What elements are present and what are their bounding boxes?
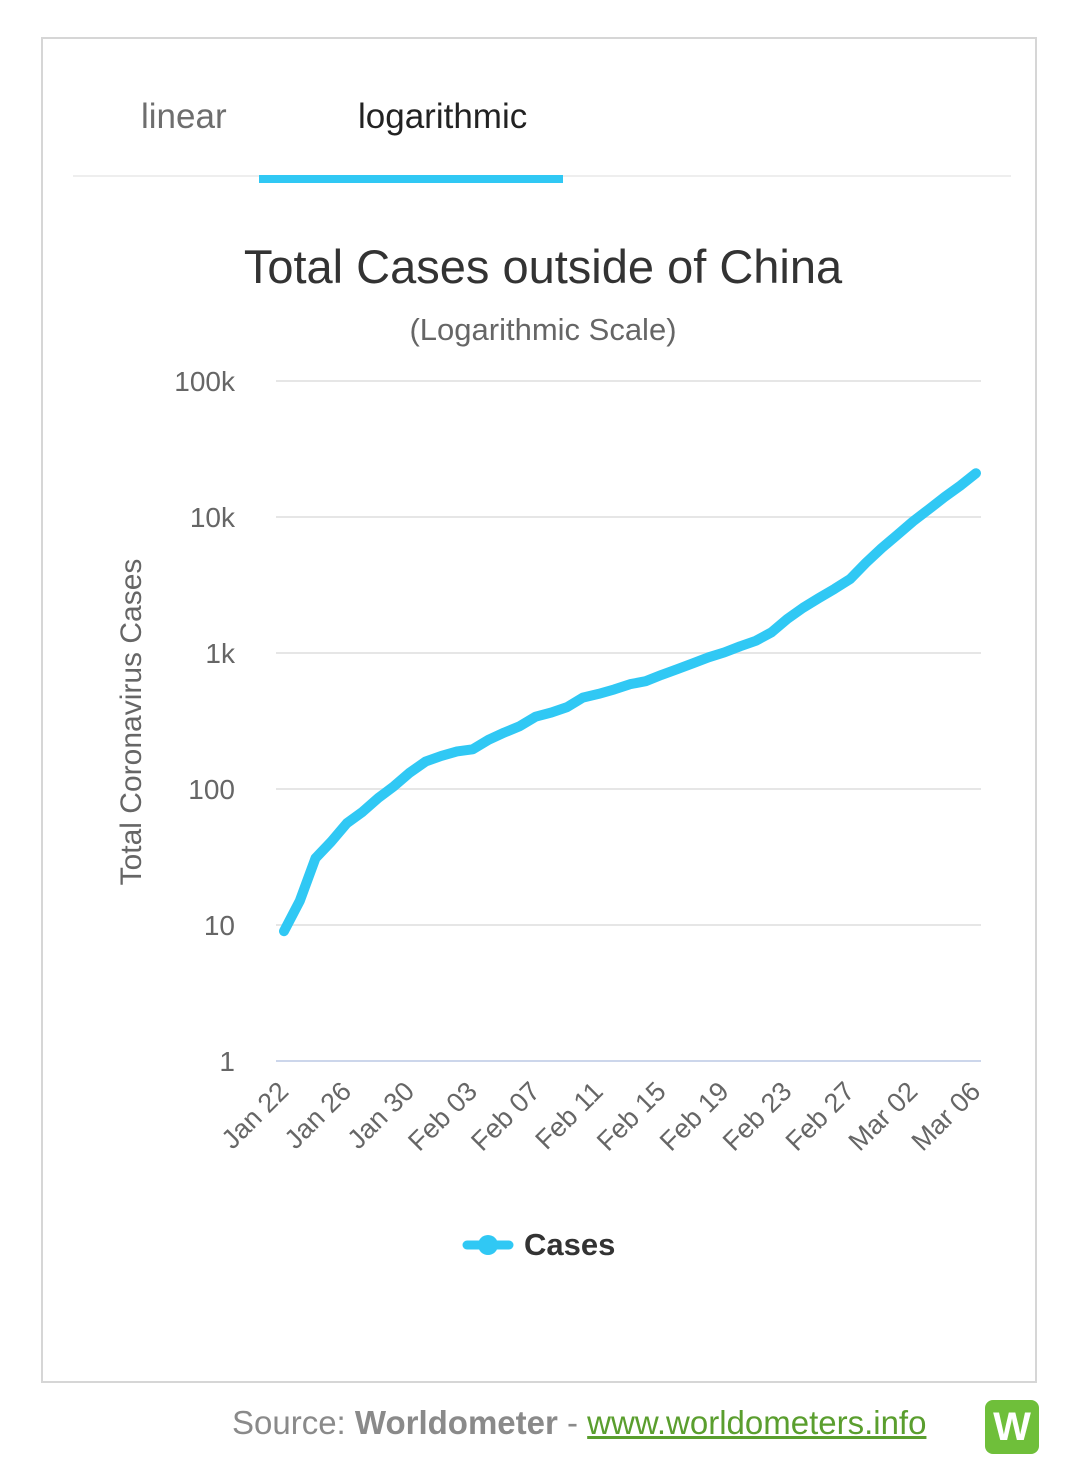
data-point[interactable] — [578, 693, 588, 703]
chart-title: Total Cases outside of China — [244, 240, 843, 293]
data-point[interactable] — [358, 807, 368, 817]
data-point[interactable] — [767, 627, 777, 637]
data-point[interactable] — [295, 896, 305, 906]
chart-card: linear logarithmic Total Cases outside o… — [41, 37, 1037, 1383]
data-point[interactable] — [625, 679, 635, 689]
data-point[interactable] — [861, 558, 871, 568]
y-axis-ticks: 1 10 100 1k 10k 100k — [174, 366, 236, 1077]
x-tick-label: Feb 27 — [780, 1076, 861, 1157]
data-point[interactable] — [845, 574, 855, 584]
y-tick-label: 10k — [190, 502, 236, 533]
active-tab-indicator — [259, 175, 563, 183]
data-point[interactable] — [672, 664, 682, 674]
source-footer: Source: Worldometer - www.worldometers.i… — [232, 1404, 926, 1442]
x-tick-label: Feb 03 — [402, 1076, 483, 1157]
y-tick-label: 1k — [205, 638, 236, 669]
logo-letter: W — [993, 1405, 1031, 1449]
cases-line[interactable] — [279, 468, 981, 937]
y-tick-label: 100k — [174, 366, 236, 397]
y-tick-label: 100 — [188, 774, 235, 805]
x-tick-label: Feb 19 — [654, 1076, 735, 1157]
data-point[interactable] — [452, 746, 462, 756]
data-point[interactable] — [641, 676, 651, 686]
legend-cases-marker — [478, 1235, 498, 1255]
data-point[interactable] — [311, 853, 321, 863]
data-point[interactable] — [515, 721, 525, 731]
x-tick-label: Feb 11 — [530, 1076, 609, 1155]
data-point[interactable] — [735, 641, 745, 651]
data-point[interactable] — [373, 793, 383, 803]
data-point[interactable] — [499, 728, 509, 738]
data-point[interactable] — [704, 652, 714, 662]
data-point[interactable] — [405, 768, 415, 778]
data-point[interactable] — [751, 636, 761, 646]
data-point[interactable] — [531, 712, 541, 722]
source-label: Source: — [232, 1404, 346, 1441]
gridlines — [276, 380, 981, 1062]
y-tick-label: 1 — [219, 1046, 235, 1077]
data-point[interactable] — [908, 516, 918, 526]
y-axis-title: Total Coronavirus Cases — [115, 559, 148, 886]
data-point[interactable] — [877, 543, 887, 553]
tab-logarithmic[interactable]: logarithmic — [358, 97, 528, 136]
x-tick-label: Feb 15 — [591, 1076, 672, 1157]
data-point[interactable] — [436, 751, 446, 761]
data-point[interactable] — [326, 837, 336, 847]
data-point[interactable] — [657, 670, 667, 680]
legend[interactable]: Cases — [462, 1227, 615, 1262]
data-point[interactable] — [924, 504, 934, 514]
y-tick-label: 10 — [204, 910, 235, 941]
data-point[interactable] — [468, 744, 478, 754]
data-point[interactable] — [798, 603, 808, 613]
data-point[interactable] — [955, 481, 965, 491]
data-point[interactable] — [940, 492, 950, 502]
data-point[interactable] — [546, 708, 556, 718]
data-point[interactable] — [279, 926, 289, 936]
data-point[interactable] — [719, 647, 729, 657]
data-point[interactable] — [830, 584, 840, 594]
tab-linear[interactable]: linear — [141, 97, 227, 136]
x-tick-label: Feb 07 — [465, 1076, 546, 1157]
worldometer-logo-icon: W — [985, 1400, 1039, 1454]
cases-line-chart: Total Cases outside of China (Logarithmi… — [115, 240, 987, 1262]
data-point[interactable] — [971, 468, 981, 478]
chart-subtitle: (Logarithmic Scale) — [409, 312, 676, 347]
x-tick-label: Feb 23 — [717, 1076, 798, 1157]
source-link[interactable]: www.worldometers.info — [587, 1404, 927, 1441]
x-tick-label: Mar 02 — [843, 1076, 924, 1157]
data-point[interactable] — [609, 684, 619, 694]
series-cases — [279, 468, 981, 937]
source-brand: Worldometer — [354, 1404, 558, 1441]
data-point[interactable] — [389, 781, 399, 791]
data-point[interactable] — [594, 689, 604, 699]
data-point[interactable] — [342, 818, 352, 828]
data-point[interactable] — [562, 702, 572, 712]
data-point[interactable] — [421, 757, 431, 767]
x-tick-label: Jan 22 — [216, 1076, 295, 1155]
data-point[interactable] — [814, 593, 824, 603]
source-separator: - — [567, 1404, 578, 1441]
data-point[interactable] — [484, 735, 494, 745]
data-point[interactable] — [892, 530, 902, 540]
data-point[interactable] — [688, 658, 698, 668]
legend-cases-label: Cases — [524, 1227, 615, 1262]
x-tick-label: Mar 06 — [906, 1076, 987, 1157]
data-point[interactable] — [782, 614, 792, 624]
x-tick-label: Jan 26 — [279, 1076, 358, 1155]
scale-tabs: linear logarithmic — [73, 39, 1011, 177]
